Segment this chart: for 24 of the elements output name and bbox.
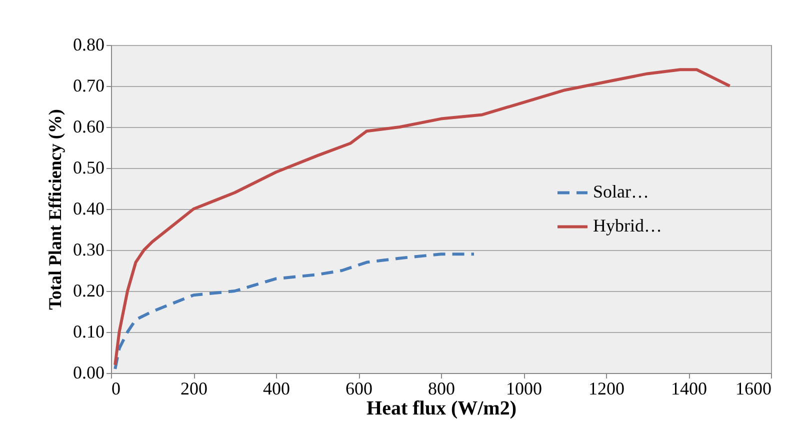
- y-tick-label: 0.10: [73, 322, 104, 342]
- line-series: [114, 252, 476, 370]
- y-tick-label: 0.60: [73, 116, 104, 136]
- y-tick-label: 0.40: [73, 198, 104, 218]
- x-tick-label: 600: [346, 378, 372, 398]
- legend-label: Solar…: [593, 182, 649, 202]
- x-tick-label: 800: [428, 378, 455, 398]
- y-axis-title: Total Plant Efficiency (%): [45, 109, 65, 310]
- x-tick-label: 1400: [671, 378, 707, 398]
- x-tick-label: 1600: [736, 378, 772, 398]
- x-tick-label: 200: [180, 378, 208, 398]
- x-axis-title: Heat flux (W/m2): [366, 398, 516, 420]
- legend-label: Hybrid…: [593, 216, 662, 236]
- x-tick-label: 1200: [588, 378, 624, 398]
- line-series: [114, 68, 732, 366]
- y-tick-label: 0.80: [73, 34, 104, 54]
- y-tick-label: 0.70: [73, 76, 104, 96]
- x-tick-label: 1000: [506, 378, 542, 398]
- y-tick-label: 0.20: [73, 280, 104, 300]
- y-tick-label: 0.50: [73, 158, 104, 178]
- x-tick-label: 400: [263, 378, 290, 398]
- y-tick-label: 0.30: [73, 240, 104, 260]
- y-tick-label: 0.00: [73, 362, 104, 382]
- x-tick-label: 0: [112, 378, 120, 398]
